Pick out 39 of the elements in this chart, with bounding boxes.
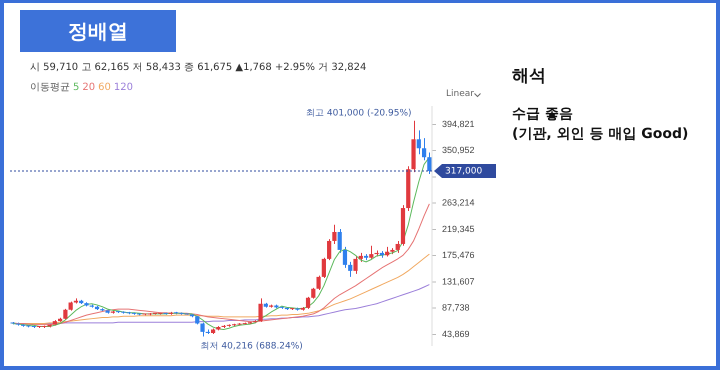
- candlestick: [311, 287, 316, 300]
- annotation: 최고 401,000 (-20.95%): [306, 108, 412, 119]
- candlestick: [416, 130, 421, 155]
- legend-title: 이동평균: [30, 82, 70, 93]
- candlestick: [63, 308, 68, 320]
- y-tick-label: 131,607: [442, 276, 475, 286]
- chart-subtitle: 시 59,710 고 62,165 저 58,433 종 61,675 ▲1,768 +2.95% 거 32,824: [30, 61, 366, 74]
- candlestick: [427, 152, 432, 174]
- candlestick: [322, 257, 326, 279]
- text: 해석: [512, 65, 547, 87]
- candlestick: [385, 246, 390, 257]
- annotation: 최저 40,216 (688.24%): [200, 341, 303, 352]
- y-tick-label: 263,214: [442, 198, 475, 208]
- ref-line-label: 317,000: [445, 166, 482, 176]
- text: 20: [82, 82, 96, 93]
- candlestick: [348, 261, 352, 278]
- text: 60: [98, 82, 111, 93]
- text: 수급 좋음: [512, 105, 574, 123]
- y-tick-label: 219,345: [442, 224, 475, 234]
- chart-title: 정배열: [20, 10, 176, 52]
- text: Linear: [446, 89, 474, 99]
- candlestick: [316, 275, 321, 290]
- y-tick-label: 175,476: [442, 250, 475, 260]
- candlestick: [369, 245, 374, 260]
- candlestick: [306, 296, 310, 310]
- y-tick-label: 87,738: [442, 302, 470, 313]
- candlestick: [327, 238, 332, 261]
- candlestick: [332, 224, 337, 244]
- y-tick-label: 394,821: [442, 118, 475, 129]
- candlestick: [396, 240, 400, 254]
- y-tick-label: 43,869: [442, 328, 470, 339]
- candlestick: [342, 246, 348, 268]
- text: 120: [114, 82, 133, 93]
- y-tick-label: 350,952: [442, 145, 475, 156]
- candlestick: [338, 228, 342, 254]
- text: 5: [73, 82, 80, 93]
- candlestick: [422, 138, 426, 161]
- text: (기관, 외인 등 매입 Good): [512, 125, 688, 143]
- candlestick: [258, 298, 263, 322]
